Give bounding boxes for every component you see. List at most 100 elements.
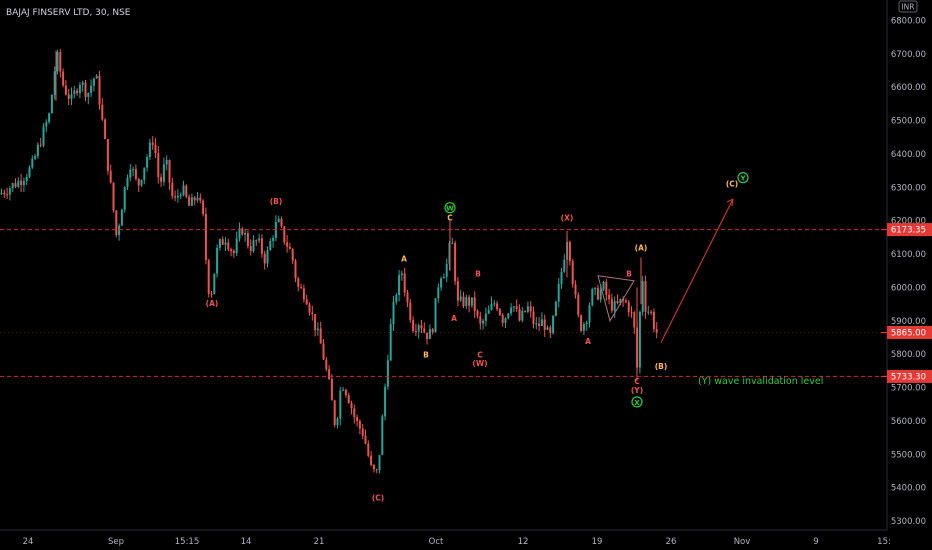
wave-label: (X) — [561, 214, 574, 223]
candle-body — [266, 250, 269, 264]
candle-body — [428, 329, 431, 340]
candle-body — [157, 153, 160, 178]
wave-label: Y — [739, 175, 746, 183]
candle-body — [644, 281, 647, 312]
candle-body — [22, 180, 25, 185]
candle-body — [50, 94, 53, 114]
candle-body — [76, 90, 79, 94]
candle-body — [90, 85, 93, 93]
candle-body — [487, 309, 490, 314]
candle-body — [325, 359, 328, 370]
candle-body — [34, 156, 37, 159]
price-tick-label: 6100.00 — [891, 250, 926, 260]
candle-body — [417, 325, 420, 332]
candle-body — [613, 301, 616, 311]
candle-body — [367, 443, 370, 456]
candle-body — [370, 455, 373, 465]
time-tick-label: Sep — [108, 537, 124, 547]
candle-body — [442, 277, 445, 279]
candle-body — [204, 214, 207, 261]
candle-body — [140, 179, 143, 186]
candle-body — [185, 185, 188, 197]
candle-body — [532, 311, 535, 325]
candle-body — [182, 185, 185, 196]
candle-body — [17, 180, 20, 187]
candle-body — [319, 328, 322, 344]
candle-body — [596, 287, 599, 300]
candle-body — [420, 325, 423, 329]
candle-body — [330, 379, 333, 401]
candle-body — [129, 169, 132, 178]
wave-labels: (B)(A)(C)ABWCBAC(W)(X)AB(A)C(Y)X(B)(C)Y(… — [206, 172, 823, 502]
candle-body — [504, 318, 507, 323]
candle-body — [543, 319, 546, 330]
candle-body — [454, 242, 457, 282]
candle-body — [193, 197, 196, 201]
candle-body — [364, 436, 367, 444]
candle-body — [437, 287, 440, 299]
candle-body — [137, 178, 140, 186]
candle-body — [28, 167, 31, 177]
price-tick-label: 6300.00 — [891, 183, 926, 193]
candle-body — [62, 71, 65, 86]
level-price-badge-label: 6173.35 — [891, 226, 926, 236]
candle-body — [392, 301, 395, 325]
price-axis[interactable]: 6800.00 6700.00 6600.00 6500.00 6400.00 6300.… — [891, 17, 926, 528]
candle-body — [571, 261, 574, 285]
candle-body — [630, 311, 633, 313]
candle-body — [557, 283, 560, 302]
candle-body — [297, 278, 300, 288]
candle-body — [3, 192, 6, 195]
wave-circle — [737, 172, 749, 184]
time-tick-label: 12 — [518, 537, 529, 547]
candle-body — [479, 315, 482, 324]
candle-body — [344, 389, 347, 396]
candle-body — [510, 307, 513, 314]
candle-body — [106, 138, 109, 171]
candle-body — [512, 306, 515, 308]
candle-body — [624, 300, 627, 303]
wave-label: A — [401, 254, 407, 263]
candle-body — [249, 246, 252, 252]
candle-body — [498, 309, 501, 315]
candle-body — [260, 238, 263, 254]
candle-body — [403, 273, 406, 293]
drawings — [597, 198, 734, 343]
candle-body — [440, 278, 443, 288]
candle-body — [398, 275, 401, 296]
candle-body — [87, 92, 90, 97]
last-price-badge-label: 5865.00 — [891, 328, 926, 338]
wave-label: C — [477, 351, 483, 360]
time-tick-label: Nov — [734, 537, 751, 547]
candle-body — [115, 210, 118, 235]
candle-body — [490, 303, 493, 310]
time-tick-label: 15:15 — [175, 537, 200, 547]
candle-body — [151, 142, 154, 145]
candle-body — [574, 284, 577, 295]
price-tick-label: 6600.00 — [891, 83, 926, 93]
candle-body — [232, 250, 235, 254]
candle-body — [56, 52, 59, 72]
candle-body — [14, 183, 17, 187]
time-axis[interactable]: 24 Sep 15:15 14 21 Oct 12 19 26 Nov 9 15: — [23, 537, 891, 547]
wave-label: (B) — [655, 362, 668, 371]
candle-body — [395, 295, 398, 302]
candle-body — [300, 287, 303, 289]
candle-body — [109, 170, 112, 183]
candle-body — [599, 289, 602, 300]
time-tick-label: 19 — [592, 537, 603, 547]
candle-body — [507, 313, 510, 319]
time-tick-label: 21 — [314, 537, 325, 547]
currency-badge-label: INR — [901, 3, 914, 12]
candle-body — [277, 218, 280, 223]
price-tick-label: 5600.00 — [891, 417, 926, 427]
candle-body — [426, 332, 429, 340]
candle-body — [210, 293, 213, 295]
candle-body — [633, 312, 636, 328]
candle-body — [468, 297, 471, 306]
candle-body — [521, 310, 524, 321]
candle-body — [482, 320, 485, 324]
candle-body — [134, 169, 137, 179]
candle-body — [350, 403, 353, 409]
